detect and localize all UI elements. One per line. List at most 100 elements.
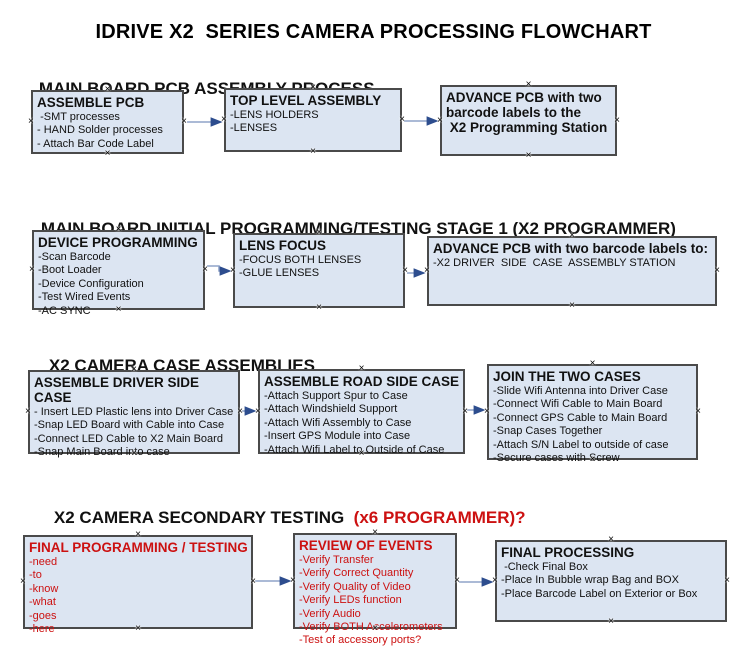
box-item: -Verify Transfer xyxy=(299,554,374,566)
box-items: -SMT processes - HAND Solder processes - A… xyxy=(33,110,182,151)
box-item: -FOCUS BOTH LENSES xyxy=(239,254,362,266)
box-items: -Scan Barcode -Boot Loader -Device Configu… xyxy=(34,250,203,318)
box-item: -Snap Main Board into case xyxy=(34,446,170,459)
box-assemble-road-side-case: ASSEMBLE ROAD SIDE CASE -Attach Support … xyxy=(255,364,468,459)
box-item: -Place Barcode Label on Exterior or Box xyxy=(501,587,698,600)
box-item: -goes xyxy=(29,609,57,622)
box-items: -FOCUS BOTH LENSES -GLUE LENSES xyxy=(235,253,403,281)
connection-point-marker: × xyxy=(724,575,730,586)
box-items: -Verify Transfer -Verify Correct Quantity… xyxy=(295,553,455,648)
box-item: -Verify Correct Quantity xyxy=(299,567,414,580)
connection-point-marker: × xyxy=(714,265,720,276)
box-title: ASSEMBLE PCB xyxy=(37,95,145,110)
box-title: ASSEMBLE ROAD SIDE CASE xyxy=(264,374,460,389)
box-item: -Connect GPS Cable to Main Board xyxy=(493,411,668,424)
box-item: - HAND Solder processes xyxy=(37,124,163,137)
box-item: -to xyxy=(29,569,42,582)
box-item: -Verify BOTH Accelerometers xyxy=(299,621,443,634)
box-item: -Verify Quality of Video xyxy=(299,580,411,593)
box-item: -know xyxy=(29,582,59,595)
connection-point-marker: × xyxy=(316,302,322,313)
box-item: - Attach Bar Code Label xyxy=(37,137,154,150)
box-items: -Check Final Box -Place In Bubble wrap Ba… xyxy=(497,560,725,601)
box-title: DEVICE PROGRAMMING xyxy=(38,235,198,250)
connection-point-marker: × xyxy=(310,146,316,157)
box-items: -need -to -know -what -goes -here xyxy=(25,555,251,636)
box-title: ADVANCE PCB with two barcode labels to: xyxy=(433,241,709,256)
box-item: -Test Wired Events xyxy=(38,291,131,304)
box-item: -LENSES xyxy=(230,122,278,135)
box-items xyxy=(442,135,615,136)
connection-point-marker: × xyxy=(614,114,620,126)
box-item: -Verify LEDs function xyxy=(299,594,402,607)
box-title: JOIN THE TWO CASES xyxy=(493,369,641,384)
box-top-level-assembly: TOP LEVEL ASSEMBLY -LENS HOLDERS -LENSES … xyxy=(221,83,405,157)
connection-point-marker: × xyxy=(695,406,701,417)
section-header-text: X2 CAMERA SECONDARY TESTING xyxy=(53,508,349,527)
box-item: -what xyxy=(29,596,56,609)
connection-point-marker: × xyxy=(525,150,532,161)
box-title: ADVANCE PCB with two barcode labels to t… xyxy=(446,90,608,135)
box-items: -LENS HOLDERS -LENSES xyxy=(226,108,400,136)
box-assemble-driver-side-case: ASSEMBLE DRIVER SIDE CASE - Insert LED P… xyxy=(25,365,243,459)
box-item: -Slide Wifi Antenna into Driver Case xyxy=(493,385,668,397)
box-title: REVIEW OF EVENTS xyxy=(299,538,433,553)
arrow-device-to-lensfocus xyxy=(207,265,232,276)
box-item: -Scan Barcode xyxy=(38,251,111,263)
connection-point-marker: × xyxy=(250,576,256,587)
box-title: FINAL PROCESSING xyxy=(501,545,635,560)
box-item: -Check Final Box xyxy=(501,561,588,573)
connection-point-marker: × xyxy=(399,114,405,125)
box-item: -Attach Wifi Label to Outside of Case xyxy=(264,443,445,456)
box-item: -Test of accessory ports? xyxy=(299,634,422,647)
box-item: -Connect LED Cable to X2 Main Board xyxy=(34,432,223,445)
box-item: -need xyxy=(29,556,58,568)
box-item: -Snap Cases Together xyxy=(493,425,603,438)
connection-point-marker: × xyxy=(608,616,614,627)
box-title: LENS FOCUS xyxy=(239,238,327,253)
box-item: -Boot Loader xyxy=(38,264,102,277)
box-item: -Device Configuration xyxy=(38,277,144,290)
connection-point-marker: × xyxy=(462,405,468,417)
box-items: -Slide Wifi Antenna into Driver Case -Con… xyxy=(489,384,696,465)
box-advance-pcb-driver-side-station: ADVANCE PCB with two barcode labels to: … xyxy=(424,231,720,311)
box-join-the-two-cases: JOIN THE TWO CASES -Slide Wifi Antenna i… xyxy=(484,359,701,465)
box-review-of-events: REVIEW OF EVENTS -Verify Transfer -Verify… xyxy=(290,528,460,647)
page-title: IDRIVE X2 SERIES CAMERA PROCESSING FLOWC… xyxy=(95,21,652,43)
box-item: - Insert LED Plastic lens into Driver Ca… xyxy=(34,406,234,418)
box-item: -Attach Wifi Assembly to Case xyxy=(264,416,412,429)
connection-point-marker: × xyxy=(454,575,460,586)
box-item: -GLUE LENSES xyxy=(239,267,320,280)
connection-point-marker: × xyxy=(181,116,187,127)
box-assemble-pcb: ASSEMBLE PCB -SMT processes - HAND Solder… xyxy=(28,85,187,159)
box-device-programming: DEVICE PROGRAMMING -Scan Barcode -Boot Lo… xyxy=(29,225,208,317)
box-item: -Verify Audio xyxy=(299,607,361,620)
section-header-secondary-testing: X2 CAMERA SECONDARY TESTING (x6 PROGRAMM… xyxy=(35,488,526,548)
box-item: -Attach Support Spur to Case xyxy=(264,390,408,402)
connection-point-marker: × xyxy=(402,264,408,276)
box-item: -here xyxy=(29,623,55,636)
box-item: -Connect Wifi Cable to Main Board xyxy=(493,398,663,411)
box-item: -AC SYNC xyxy=(38,304,91,317)
box-item: -LENS HOLDERS xyxy=(230,109,319,121)
connection-point-marker: × xyxy=(202,264,208,275)
box-title: FINAL PROGRAMMING / TESTING xyxy=(29,540,248,555)
connection-point-marker: × xyxy=(237,406,243,417)
box-final-programming-testing: FINAL PROGRAMMING / TESTING -need -to -kno… xyxy=(20,530,256,636)
box-lens-focus: LENS FOCUS -FOCUS BOTH LENSES -GLUE LENSE… xyxy=(230,228,408,313)
connection-point-marker: × xyxy=(569,300,575,311)
box-item: -SMT processes xyxy=(37,111,120,123)
section-header-red-note: (x6 PROGRAMMER)? xyxy=(348,508,526,527)
box-item: -Snap LED Board with Cable into Case xyxy=(34,419,225,432)
box-item: -Insert GPS Module into Case xyxy=(264,430,411,443)
box-items: - Insert LED Plastic lens into Driver Ca… xyxy=(30,405,238,460)
box-item: -X2 DRIVER SIDE CASE ASSEMBLY STATION xyxy=(433,257,676,269)
box-item: -Place In Bubble wrap Bag and BOX xyxy=(501,574,679,587)
box-items: -X2 DRIVER SIDE CASE ASSEMBLY STATION xyxy=(429,256,715,270)
box-items: -Attach Support Spur to Case -Attach Wind… xyxy=(260,389,463,457)
box-item: -Attach Windshield Support xyxy=(264,403,398,416)
box-final-processing: FINAL PROCESSING -Check Final Box -Place … xyxy=(492,535,730,627)
box-title: ASSEMBLE DRIVER SIDE CASE xyxy=(34,375,203,405)
box-advance-pcb-programming-station: ADVANCE PCB with two barcode labels to t… xyxy=(437,80,620,161)
